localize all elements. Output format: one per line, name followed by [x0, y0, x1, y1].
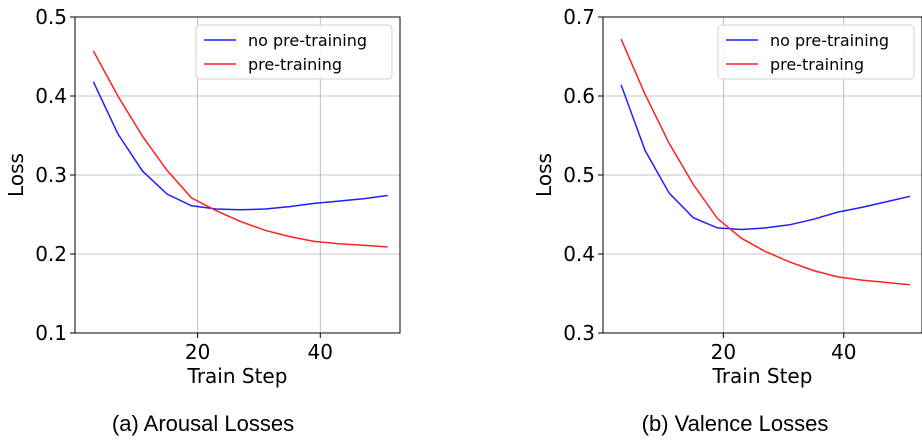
- x-tick-label: 40: [308, 340, 333, 364]
- y-tick-label: 0.5: [563, 163, 595, 187]
- x-axis-label: Train Step: [187, 364, 288, 388]
- y-tick-label: 0.6: [563, 84, 595, 108]
- y-tick-label: 0.2: [35, 242, 67, 266]
- legend: no pre-training pre-training: [195, 24, 393, 80]
- legend-label: no pre-training: [770, 31, 889, 50]
- x-axis-label: Train Step: [712, 364, 813, 388]
- y-tick-label: 0.4: [563, 242, 595, 266]
- legend: no pre-training pre-training: [717, 24, 915, 80]
- y-tick-label: 0.7: [563, 5, 595, 29]
- legend-label: no pre-training: [248, 31, 367, 50]
- y-axis-label: Loss: [4, 153, 28, 197]
- chart-panel-a: 20 40 0.1 0.2 0.3 0.4 0.5 Train Step Loss no pre-…: [4, 5, 401, 436]
- y-tick-label: 0.1: [35, 321, 67, 345]
- x-tick-label: 20: [185, 340, 210, 364]
- series-line-no-pretraining: [92, 81, 388, 211]
- chart-panel-b: 20 40 0.3 0.4 0.5 0.6 0.7 Train Step Loss no pre-…: [532, 5, 922, 436]
- series-line-pretraining: [92, 50, 388, 248]
- panel-caption: (a) Arousal Losses: [112, 411, 294, 436]
- legend-box: [717, 24, 915, 80]
- legend-label: pre-training: [770, 55, 864, 74]
- legend-box: [195, 24, 393, 80]
- legend-label: pre-training: [248, 55, 342, 74]
- y-tick-label: 0.3: [35, 163, 67, 187]
- series-line-pretraining: [620, 38, 911, 286]
- y-tick-label: 0.4: [35, 84, 67, 108]
- y-axis-label: Loss: [532, 153, 556, 197]
- y-tick-label: 0.5: [35, 5, 67, 29]
- x-tick-label: 40: [831, 340, 856, 364]
- x-tick-label: 20: [711, 340, 736, 364]
- panel-caption: (b) Valence Losses: [642, 411, 829, 436]
- series-line-no-pretraining: [620, 84, 911, 231]
- y-tick-label: 0.3: [563, 321, 595, 345]
